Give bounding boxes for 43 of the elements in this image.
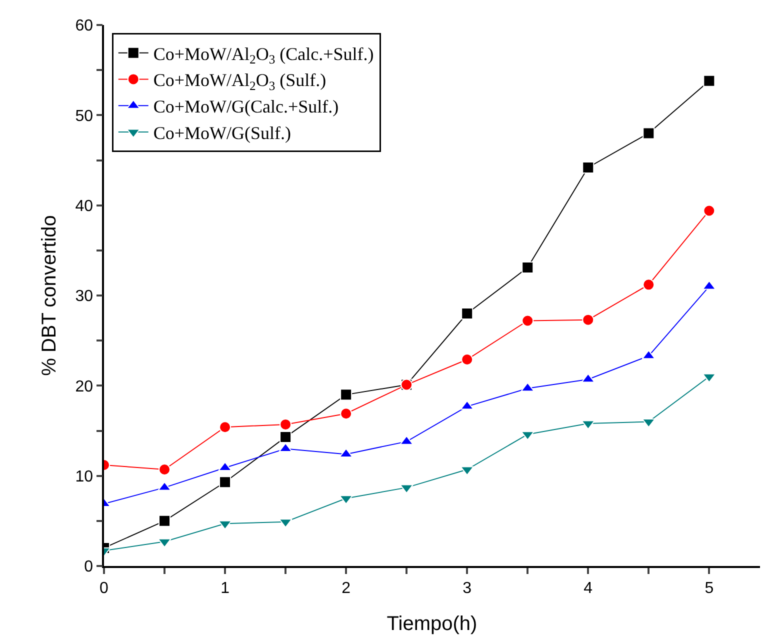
point — [642, 278, 655, 291]
x-tick-label: 4 — [584, 580, 593, 597]
y-tick-label: 30 — [75, 288, 94, 306]
y-tick-label: 20 — [75, 378, 94, 396]
point — [340, 408, 352, 420]
x-tick-label: 2 — [342, 580, 351, 597]
x-tick-label: 1 — [220, 580, 230, 597]
point — [280, 418, 292, 430]
x-axis-title: Tiempo(h) — [386, 612, 478, 635]
x-tick-label: 3 — [462, 580, 472, 597]
point — [582, 314, 594, 326]
point — [219, 476, 232, 488]
point — [158, 464, 171, 476]
point — [703, 204, 716, 217]
point — [582, 161, 594, 174]
y-tick-label: 0 — [84, 558, 94, 576]
point — [703, 74, 716, 87]
point — [461, 354, 474, 366]
y-tick-label: 50 — [75, 108, 94, 125]
point — [280, 431, 292, 444]
legend-label: Co+MoW/Al$_{2}$O$_{3}$ (Sulf.) — [153, 70, 326, 94]
point — [642, 418, 656, 428]
point — [219, 421, 232, 434]
y-tick-label: 40 — [75, 198, 94, 215]
legend-label: Co+MoW/G(Calc.+Sulf.) — [153, 96, 339, 117]
point — [218, 520, 232, 530]
x-tick-label: 5 — [704, 580, 714, 597]
point — [340, 388, 352, 401]
point — [581, 420, 595, 430]
legend-label: Co+MoW/G(Sulf.) — [153, 123, 292, 144]
x-tick-label: 0 — [100, 580, 109, 597]
point — [461, 308, 474, 320]
point — [522, 314, 534, 327]
legend-label: Co+MoW/Al$_{2}$O$_{3}$ (Calc.+Sulf.) — [153, 44, 374, 67]
point — [460, 466, 474, 476]
point — [158, 538, 172, 548]
y-tick-label: 60 — [75, 18, 94, 35]
point — [158, 514, 171, 527]
point — [400, 484, 414, 494]
point — [642, 127, 655, 140]
y-axis-title: % DBT convertido — [38, 215, 60, 376]
point — [522, 262, 534, 274]
y-tick-label: 10 — [75, 468, 94, 486]
